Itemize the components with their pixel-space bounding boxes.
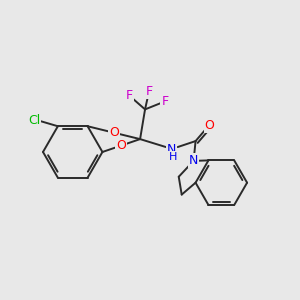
Text: F: F bbox=[161, 95, 168, 108]
Text: F: F bbox=[126, 89, 133, 102]
Text: O: O bbox=[116, 139, 126, 152]
Text: N: N bbox=[167, 142, 176, 155]
Text: O: O bbox=[205, 119, 214, 132]
Text: N: N bbox=[189, 154, 198, 167]
Text: Cl: Cl bbox=[28, 114, 40, 127]
Text: O: O bbox=[109, 126, 119, 139]
Text: F: F bbox=[146, 85, 153, 98]
Text: H: H bbox=[169, 152, 177, 162]
